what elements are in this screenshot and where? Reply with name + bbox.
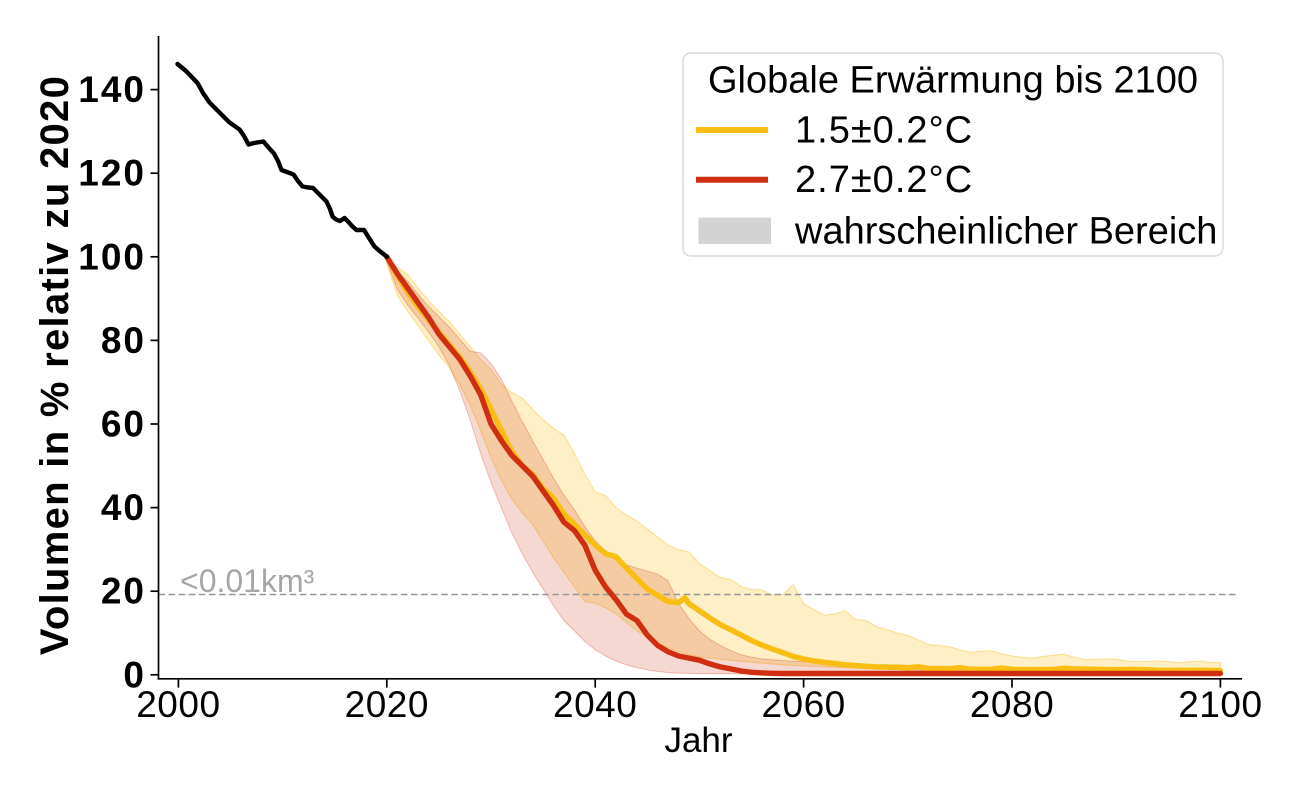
svg-text:2060: 2060 xyxy=(761,684,845,725)
svg-text:120: 120 xyxy=(78,153,146,194)
svg-text:60: 60 xyxy=(101,404,146,445)
svg-text:80: 80 xyxy=(101,320,146,361)
svg-text:2100: 2100 xyxy=(1178,684,1262,725)
svg-text:Volumen in % relativ zu 2020: Volumen in % relativ zu 2020 xyxy=(33,75,77,655)
svg-text:20: 20 xyxy=(101,571,146,612)
svg-text:Jahr: Jahr xyxy=(664,721,732,760)
svg-text:100: 100 xyxy=(78,236,146,277)
svg-text:wahrscheinlicher Bereich: wahrscheinlicher Bereich xyxy=(794,210,1217,252)
svg-text:40: 40 xyxy=(101,487,146,528)
svg-text:140: 140 xyxy=(78,69,146,110)
svg-text:2020: 2020 xyxy=(345,684,429,725)
svg-text:2.7±0.2°C: 2.7±0.2°C xyxy=(795,159,973,201)
svg-text:2000: 2000 xyxy=(136,684,220,725)
svg-text:Globale Erwärmung bis 2100: Globale Erwärmung bis 2100 xyxy=(708,60,1198,102)
svg-text:2040: 2040 xyxy=(553,684,637,725)
svg-text:1.5±0.2°C: 1.5±0.2°C xyxy=(795,110,973,152)
svg-text:0: 0 xyxy=(123,654,146,695)
svg-text:2080: 2080 xyxy=(970,684,1054,725)
svg-text:<0.01km³: <0.01km³ xyxy=(180,563,315,599)
